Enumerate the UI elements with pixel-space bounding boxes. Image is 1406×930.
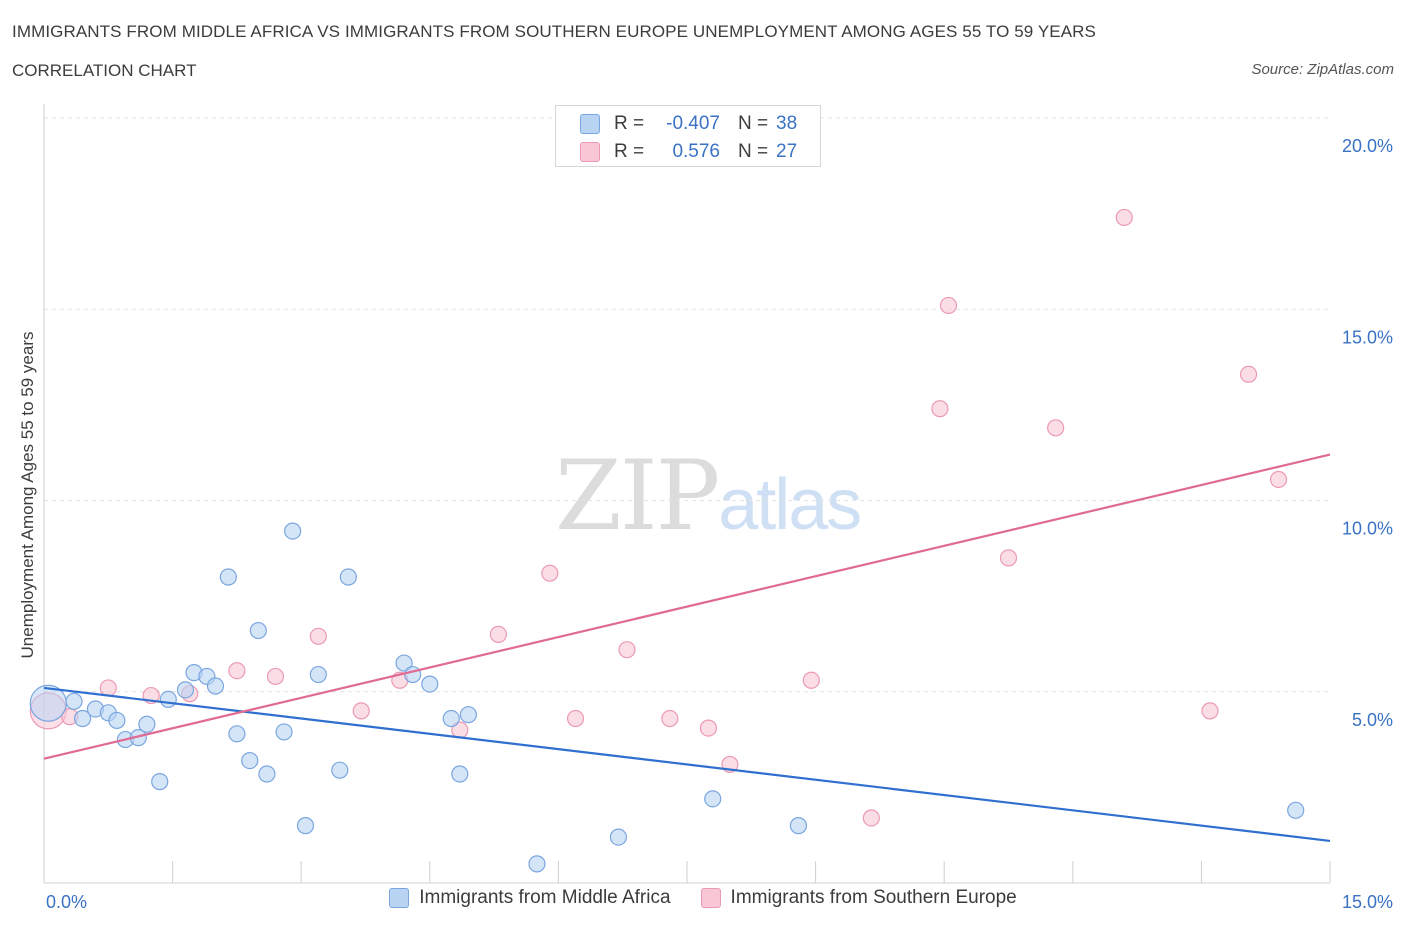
point-middle-africa — [528, 855, 546, 873]
watermark: ZIPatlas — [555, 440, 862, 552]
r-label: R = — [614, 113, 645, 134]
point-southern-europe — [228, 662, 246, 680]
point-middle-africa — [65, 692, 83, 710]
point-middle-africa — [704, 790, 722, 808]
point-southern-europe — [802, 671, 820, 689]
legend-swatch-pink — [700, 888, 721, 908]
point-southern-europe — [999, 549, 1018, 567]
source-label[interactable]: Source: ZipAtlas.com — [1251, 61, 1394, 78]
x-tick-label: 0.0% — [46, 892, 87, 912]
r-value: -0.407 — [666, 113, 720, 134]
point-middle-africa — [395, 654, 413, 672]
chart-subtitle: CORRELATION CHART — [12, 61, 197, 80]
point-southern-europe — [541, 564, 559, 582]
point-southern-europe — [699, 719, 718, 737]
n-value: 38 — [776, 113, 798, 134]
point-middle-africa — [789, 817, 808, 835]
point-southern-europe — [566, 709, 585, 728]
point-middle-africa — [241, 751, 259, 770]
pink-swatch — [580, 142, 600, 162]
stats-legend: R = -0.407 N = 38 R = 0.576 N = 27 — [555, 105, 821, 167]
point-southern-europe — [266, 667, 285, 686]
legend-label: Immigrants from Southern Europe — [730, 887, 1017, 908]
point-middle-africa — [151, 773, 169, 791]
point-southern-europe — [862, 809, 880, 827]
point-southern-europe — [489, 625, 507, 643]
point-middle-africa — [451, 765, 469, 783]
point-southern-europe — [1269, 470, 1288, 489]
r-label: R = — [614, 141, 645, 162]
y-tick-label: 15.0% — [1342, 327, 1393, 347]
point-middle-africa — [228, 725, 246, 743]
point-middle-africa — [159, 690, 177, 709]
point-southern-europe — [618, 641, 636, 659]
watermark-zip: ZIP — [555, 440, 720, 552]
point-middle-africa — [309, 665, 327, 684]
point-southern-europe — [939, 296, 958, 315]
trend-line-middle-africa — [43, 686, 1331, 843]
point-middle-africa — [275, 723, 293, 741]
point-southern-europe — [931, 400, 949, 418]
point-southern-europe — [309, 627, 327, 645]
point-middle-africa — [206, 677, 225, 695]
stats-row-middle-africa: R = -0.407 N = 38 — [580, 111, 797, 137]
r-value: 0.576 — [672, 141, 720, 162]
point-middle-africa — [73, 709, 92, 728]
x-tick-label: 15.0% — [1342, 892, 1393, 912]
point-middle-africa — [404, 665, 422, 684]
n-label: N = — [738, 113, 769, 134]
point-middle-africa — [339, 568, 357, 586]
point-middle-africa — [108, 711, 126, 730]
watermark-atlas: atlas — [718, 465, 862, 545]
legend-swatch-blue — [389, 888, 410, 908]
point-middle-africa — [296, 817, 315, 835]
point-southern-europe — [352, 702, 370, 720]
blue-swatch — [580, 114, 600, 134]
legend-item-middle-africa[interactable]: Immigrants from Middle Africa — [389, 887, 671, 909]
point-middle-africa — [258, 765, 276, 783]
point-southern-europe — [99, 679, 117, 697]
point-southern-europe — [1115, 208, 1133, 227]
point-middle-africa — [609, 828, 628, 846]
n-label: N = — [738, 141, 769, 162]
legend-label: Immigrants from Middle Africa — [419, 887, 671, 908]
point-southern-europe — [1201, 702, 1219, 720]
series-legend: Immigrants from Middle Africa Immigrants… — [0, 887, 1406, 909]
y-tick-label: 10.0% — [1342, 519, 1393, 539]
point-middle-africa — [442, 709, 460, 728]
trend-line-southern-europe — [43, 453, 1331, 760]
point-southern-europe — [1047, 419, 1065, 437]
legend-item-southern-europe[interactable]: Immigrants from Southern Europe — [700, 887, 1017, 909]
point-middle-africa — [138, 715, 156, 733]
point-southern-europe — [661, 709, 679, 728]
y-tick-label: 20.0% — [1342, 136, 1393, 156]
point-middle-africa — [421, 675, 439, 693]
y-axis-label: Unemployment Among Ages 55 to 59 years — [18, 331, 37, 659]
stats-row-southern-europe: R = 0.576 N = 27 — [580, 139, 797, 165]
point-middle-africa — [176, 681, 195, 699]
point-middle-africa — [219, 568, 237, 586]
point-middle-africa — [1287, 801, 1305, 819]
chart-title: IMMIGRANTS FROM MIDDLE AFRICA VS IMMIGRA… — [12, 22, 1096, 41]
y-tick-label: 5.0% — [1352, 710, 1393, 730]
point-southern-europe — [1239, 365, 1258, 383]
point-middle-africa — [249, 621, 267, 640]
point-middle-africa — [459, 706, 477, 724]
n-value: 27 — [776, 141, 798, 162]
point-middle-africa — [284, 522, 302, 540]
point-middle-africa — [331, 761, 349, 779]
